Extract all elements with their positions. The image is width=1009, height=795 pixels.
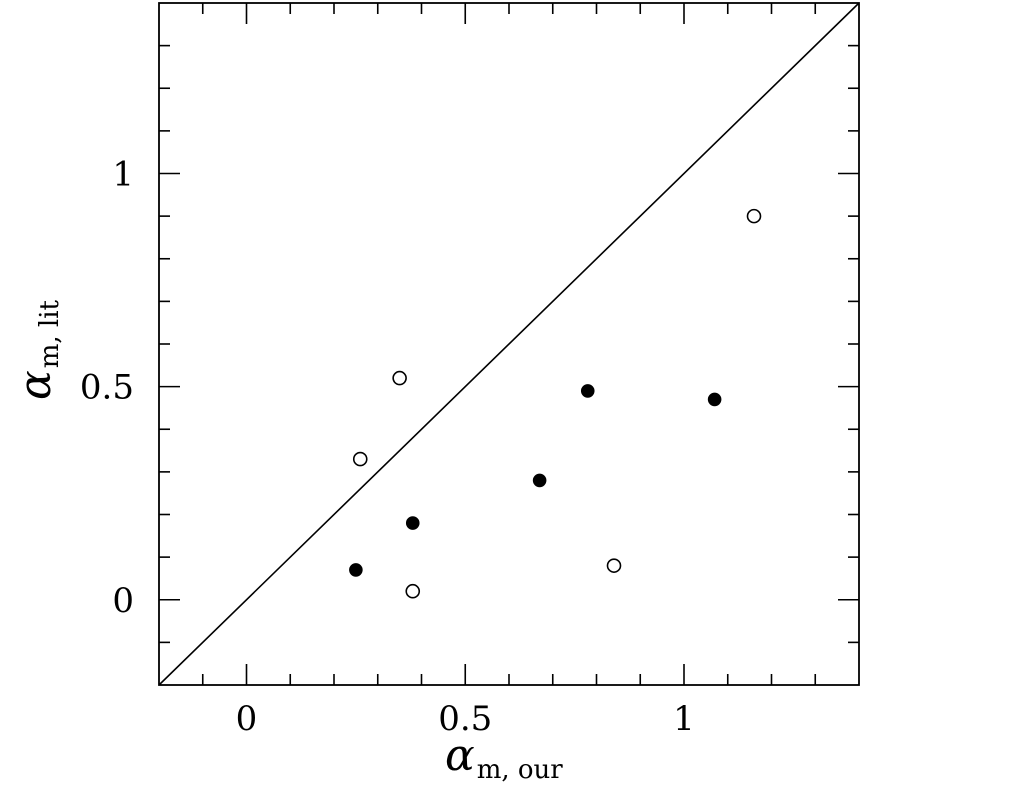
x-tick-label: 1 [673,699,695,739]
open-data-point [392,370,407,386]
tick-labels: 0 0.5 1 0 0.5 1 [80,155,695,740]
identity-line [158,2,860,686]
filled-data-point [580,384,595,398]
x-axis-label: αm, our [445,730,563,785]
y-tick-label: 0 [112,581,134,621]
y-axis-label-subscript: m, lit [35,299,65,368]
x-axis-label-subscript: m, our [477,755,564,785]
data-points [349,208,762,599]
open-data-point [352,451,368,467]
x-axis-label-symbol: α [445,730,475,781]
x-tick-label: 0 [236,699,258,739]
filled-data-point [349,563,363,577]
y-tick-label: 1 [112,155,134,195]
y-axis-label: αm, lit [10,299,65,400]
filled-data-point [405,516,420,530]
plot-frame [158,2,860,686]
x-tick-label: 0.5 [438,699,492,739]
filled-data-point [532,473,547,488]
open-data-point [405,583,421,599]
open-data-point [746,208,762,224]
axis-ticks [159,3,859,685]
y-tick-label: 0.5 [80,368,134,408]
y-axis-label-symbol: α [10,370,61,400]
filled-data-point [707,392,722,407]
open-data-point [606,558,622,573]
